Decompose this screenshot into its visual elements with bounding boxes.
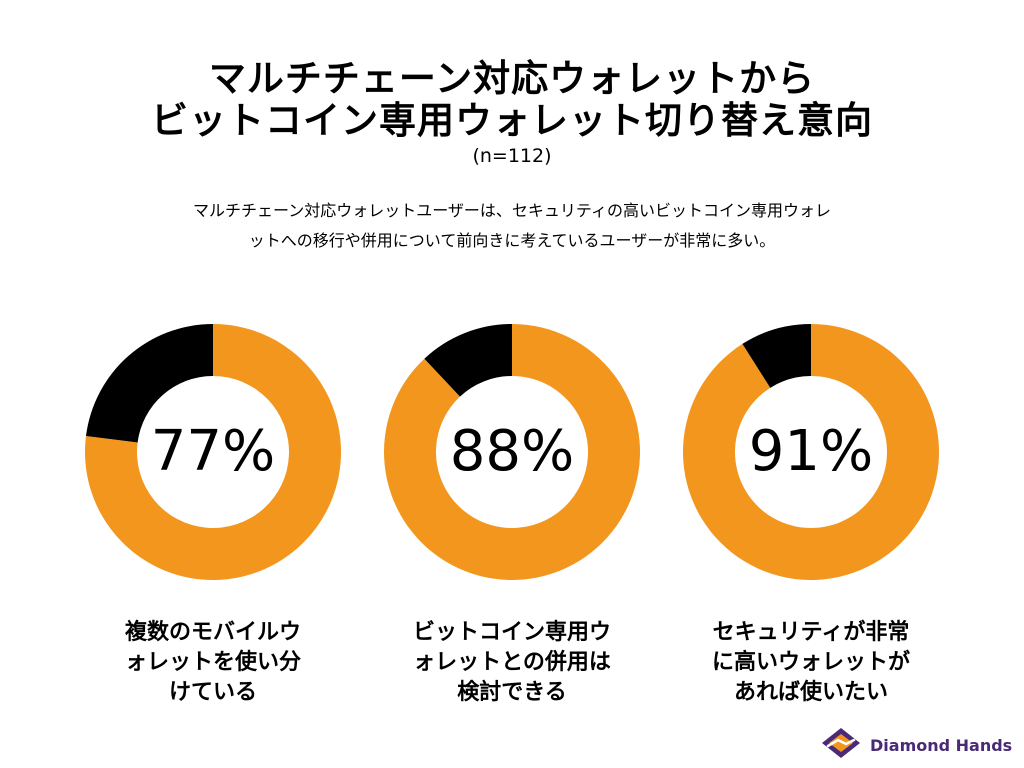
donut-svg-2 bbox=[384, 324, 640, 580]
donut-2-percent-label: 88% bbox=[449, 419, 575, 484]
donut-2-caption: ビットコイン専用ウ ォレットとの併用は 検討できる bbox=[382, 618, 642, 708]
donut-chart-3: 91% bbox=[681, 322, 941, 582]
diamond-hands-logo-icon bbox=[818, 726, 864, 764]
brand-name: Diamond Hands bbox=[870, 735, 1013, 755]
donut-3-caption-line-3: あれば使いたい bbox=[733, 680, 888, 705]
donut-3-slice-1 bbox=[683, 324, 939, 580]
donut-svg-3 bbox=[683, 324, 939, 580]
donut-1-caption-line-3: けている bbox=[168, 680, 257, 705]
title-block: マルチチェーン対応ウォレットから ビットコイン専用ウォレット切り替え意向 (n=… bbox=[0, 58, 1024, 168]
sample-size: (n=112) bbox=[472, 145, 552, 167]
donut-3-caption: セキュリティが非常 に高いウォレットが あれば使いたい bbox=[681, 618, 941, 708]
description-line-2: ットへの移行や併用について前向きに考えているユーザーが非常に多い。 bbox=[248, 231, 776, 250]
donut-3-slice-2 bbox=[742, 324, 811, 388]
donut-2-slice-1 bbox=[384, 324, 640, 580]
brand: Diamond Hands bbox=[818, 727, 1012, 763]
page-title-line-2: ビットコイン専用ウォレット切り替え意向 bbox=[151, 99, 873, 142]
donut-1-caption-line-1: 複数のモバイルウ bbox=[124, 620, 301, 645]
donut-3-percent-label: 91% bbox=[748, 419, 874, 484]
donut-svg-1 bbox=[85, 324, 342, 580]
donut-1-percent-label: 77% bbox=[150, 419, 276, 484]
donut-3-caption-line-2: に高いウォレットが bbox=[711, 650, 910, 675]
donut-1-slice-2 bbox=[86, 324, 213, 443]
description: マルチチェーン対応ウォレットユーザーは、セキュリティの高いビットコイン専用ウォレ… bbox=[60, 196, 964, 256]
donut-2-slice-2 bbox=[424, 324, 512, 397]
donut-1-slice-1 bbox=[85, 324, 342, 580]
donut-1-caption: 複数のモバイルウ ォレットを使い分 けている bbox=[83, 618, 343, 708]
donut-1-caption-line-2: ォレットを使い分 bbox=[124, 650, 301, 675]
description-line-1: マルチチェーン対応ウォレットユーザーは、セキュリティの高いビットコイン専用ウォレ bbox=[193, 201, 831, 220]
donut-2-caption-line-3: 検討できる bbox=[457, 680, 567, 705]
donut-2-caption-line-2: ォレットとの併用は bbox=[413, 650, 611, 675]
page-title-line-1: マルチチェーン対応ウォレットから bbox=[208, 57, 816, 100]
donut-2-caption-line-1: ビットコイン専用ウ bbox=[412, 620, 611, 645]
donut-chart-2: 88% bbox=[382, 322, 642, 582]
donut-3-caption-line-1: セキュリティが非常 bbox=[712, 620, 910, 645]
donut-chart-1: 77% bbox=[83, 322, 343, 582]
